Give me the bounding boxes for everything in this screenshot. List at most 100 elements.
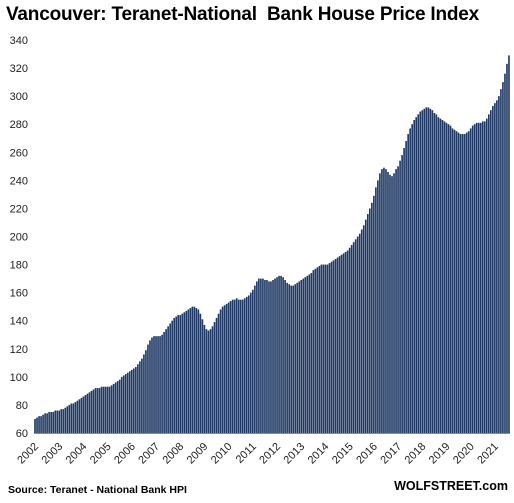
bar: [463, 134, 466, 434]
bar: [364, 219, 367, 433]
bar: [423, 108, 426, 433]
bar: [492, 105, 494, 433]
x-tick-label: 2008: [161, 441, 187, 467]
x-tick-label: 2019: [427, 441, 453, 467]
bar: [314, 268, 317, 433]
bar: [82, 396, 85, 433]
y-tick-label: 60: [16, 428, 28, 440]
bar: [479, 122, 482, 433]
bar: [199, 313, 202, 433]
bar: [300, 280, 303, 433]
bar: [318, 265, 321, 433]
bar: [475, 122, 478, 433]
bar: [449, 125, 452, 434]
bar: [252, 289, 254, 433]
bar: [145, 350, 147, 433]
bar: [425, 107, 428, 434]
bar: [276, 277, 278, 433]
bar: [58, 410, 61, 433]
bar: [141, 358, 143, 433]
bar: [46, 413, 48, 433]
bar: [310, 272, 313, 433]
y-tick-label: 160: [10, 288, 28, 300]
bar: [397, 166, 399, 433]
bar: [284, 280, 286, 433]
bar: [143, 354, 145, 433]
bar: [245, 296, 248, 433]
bar: [48, 411, 50, 433]
bar: [387, 171, 389, 433]
bar: [443, 121, 446, 433]
bar: [38, 416, 40, 433]
bar: [413, 120, 416, 433]
bar: [260, 278, 262, 433]
bar: [360, 229, 363, 433]
bar: [167, 326, 169, 433]
bar: [106, 386, 109, 433]
y-tick-label: 100: [10, 372, 28, 384]
bar: [483, 121, 486, 433]
bar: [100, 386, 103, 433]
bar: [405, 141, 407, 433]
bar: [288, 284, 290, 433]
bar: [149, 340, 151, 433]
bar: [298, 281, 301, 433]
bar: [225, 303, 228, 433]
bar: [421, 110, 424, 434]
bar: [34, 418, 36, 433]
bar: [439, 118, 442, 433]
bar: [40, 416, 42, 433]
bar-series: [34, 55, 510, 434]
y-tick-label: 300: [10, 91, 28, 103]
bar: [266, 280, 268, 433]
bar: [177, 315, 180, 433]
bar: [488, 114, 490, 433]
bar: [270, 281, 272, 433]
bar: [395, 169, 397, 433]
bar: [274, 278, 276, 433]
bar: [322, 264, 325, 433]
bar: [151, 337, 153, 433]
bar: [94, 388, 97, 433]
y-tick-label: 80: [16, 400, 28, 412]
x-tick-label: 2013: [282, 441, 308, 467]
y-tick-label: 340: [10, 35, 28, 47]
bar: [278, 275, 280, 433]
bar: [124, 374, 127, 433]
y-tick-label: 200: [10, 232, 28, 244]
bar: [334, 258, 337, 433]
bar: [312, 270, 315, 433]
bar: [122, 375, 125, 433]
bar: [108, 386, 111, 433]
bar: [86, 393, 89, 433]
bar: [231, 299, 234, 433]
bar: [508, 55, 510, 433]
bar: [340, 254, 343, 433]
bar: [490, 110, 492, 434]
bar: [133, 368, 135, 433]
bar: [74, 402, 77, 433]
bar: [485, 118, 488, 433]
bar: [272, 280, 274, 433]
bar: [496, 100, 498, 433]
bar: [195, 308, 198, 433]
x-tick-label: 2011: [234, 441, 259, 466]
bar: [393, 173, 395, 433]
bar: [375, 187, 377, 434]
y-tick-label: 180: [10, 260, 28, 272]
bar: [153, 336, 155, 433]
x-tick-label: 2017: [378, 441, 404, 467]
bar: [506, 63, 508, 434]
bar: [243, 298, 246, 433]
bar: [126, 372, 129, 433]
bar: [455, 131, 458, 434]
bar: [262, 278, 264, 433]
bar: [44, 413, 46, 433]
bar: [354, 239, 357, 433]
bar: [435, 114, 438, 433]
bar: [268, 281, 270, 433]
bar: [371, 202, 373, 433]
bar: [179, 315, 182, 433]
bar: [118, 379, 121, 433]
bar: [201, 319, 204, 433]
